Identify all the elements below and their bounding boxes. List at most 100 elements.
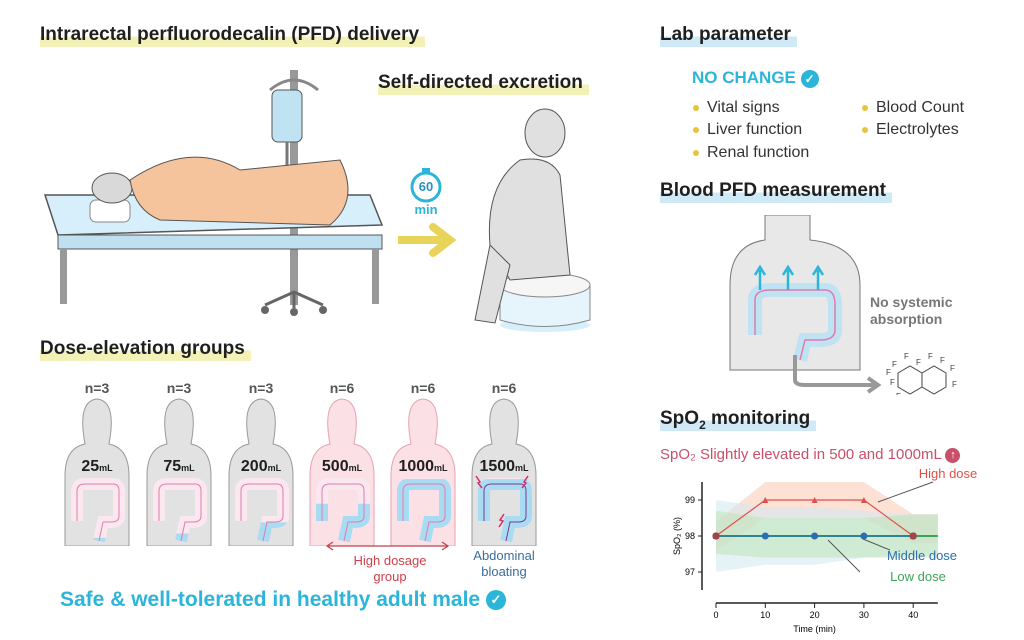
fluorine-atom: F [886, 368, 891, 377]
colon [158, 483, 202, 542]
body-silhouette [228, 398, 294, 546]
fluorine-atom: F [908, 394, 913, 395]
arrow-up-circle-icon: ↑ [945, 447, 961, 463]
leader-line [877, 481, 934, 503]
leader-line [862, 538, 891, 551]
fluorine-atom: F [940, 356, 945, 365]
dose-volume: 75mL [163, 458, 195, 475]
body-silhouette [309, 398, 375, 546]
colon [76, 483, 120, 542]
group-size: n=6 [491, 380, 517, 396]
group-size: n=6 [329, 380, 355, 396]
iv-bag [271, 89, 303, 143]
fluorine-atom: F [952, 380, 957, 389]
fluorine-atom: F [950, 364, 955, 373]
data-point [762, 497, 769, 503]
colon [402, 483, 446, 542]
group-size: n=3 [248, 380, 274, 396]
torso-colon-illustration: FFFFFFFFFFFFFF [729, 215, 957, 395]
pfd-molecule [897, 365, 947, 395]
data-point [909, 532, 917, 540]
fluorine-atom: F [890, 378, 895, 387]
data-point [712, 532, 720, 540]
data-point [811, 532, 819, 540]
y-tick-label: 99 [685, 495, 695, 505]
person-head [524, 108, 566, 158]
dose-volume: 200mL [240, 458, 282, 475]
timer-arrow [398, 168, 457, 257]
fluorine-atom: F [920, 394, 925, 395]
y-axis-label: SpO₂ (%) [672, 517, 682, 555]
lab-item: Liver function [693, 121, 802, 139]
no-change-status: NO CHANGE ✓ [692, 68, 819, 88]
timer-unit: min [414, 202, 438, 217]
dose-group: n=6 1500mL [470, 380, 538, 546]
y-tick-label: 98 [685, 531, 695, 541]
fluorine-atom: F [904, 352, 909, 361]
data-point [860, 532, 868, 540]
footer-conclusion: Safe & well-tolerated in healthy adult m… [60, 588, 506, 612]
dose-volume: 500mL [321, 458, 363, 475]
fluorine-atom: F [946, 394, 951, 395]
x-tick-label: 20 [810, 610, 820, 620]
check-circle-icon: ✓ [485, 590, 506, 611]
lab-item: Blood Count [862, 99, 964, 117]
blanket [129, 156, 349, 226]
timer-value: 60 [418, 179, 434, 194]
legend-label: Low dose [890, 569, 946, 584]
arrow-right-icon [398, 223, 457, 257]
confidence-band [716, 510, 938, 558]
body-silhouette [390, 398, 456, 546]
spo2-note: SpO₂ Slightly elevated in 500 and 1000mL… [660, 446, 961, 463]
group-size: n=3 [166, 380, 192, 396]
patient-head [91, 172, 133, 204]
colon [483, 483, 527, 542]
colon [321, 483, 365, 542]
lab-item: Vital signs [693, 99, 780, 117]
fluorine-atom: F [928, 352, 933, 361]
arrow-right-icon [793, 355, 882, 394]
spo2-title: SpO2 monitoring [660, 408, 817, 432]
fluorine-atom: F [892, 360, 897, 369]
absorption-arrows [753, 264, 825, 290]
excretion-title: Self-directed excretion [378, 72, 589, 95]
body-silhouette [146, 398, 212, 546]
dose-group: n=3 200mL [227, 380, 295, 546]
dose-volume: 25mL [81, 458, 113, 475]
lab-item: Renal function [693, 144, 809, 162]
high-dosage-bracket [325, 541, 450, 551]
lab-item: Electrolytes [862, 121, 959, 139]
colon [754, 289, 836, 361]
delivery-title: Intrarectal perfluorodecalin (PFD) deliv… [40, 24, 426, 47]
dose-group: n=6 1000mL [389, 380, 457, 546]
leader-line [827, 539, 861, 573]
legend-label: High dose [919, 466, 978, 481]
legend-label: Middle dose [887, 548, 957, 563]
fluorine-atom: F [934, 394, 939, 395]
group-size: n=6 [410, 380, 436, 396]
dose-group: n=6 500mL [308, 380, 376, 546]
blood-title: Blood PFD measurement [660, 180, 892, 203]
data-point [811, 497, 818, 503]
lab-title: Lab parameter [660, 24, 797, 47]
x-tick-label: 30 [859, 610, 869, 620]
bloating-label: Abdominal bloating [473, 548, 535, 579]
data-point [761, 532, 769, 540]
spo2-chart: 97 98 99 0 10 20 30 40 Time (min) SpO₂ (%) High do… [672, 466, 978, 634]
x-tick-label: 10 [760, 610, 770, 620]
data-point [860, 497, 867, 503]
high-dosage-label: High dosage group [353, 553, 427, 584]
check-circle-icon: ✓ [800, 69, 819, 88]
x-tick-label: 0 [713, 610, 718, 620]
body-silhouette [64, 398, 130, 546]
pain-icon [475, 475, 529, 528]
y-tick-label: 97 [685, 567, 695, 577]
dose-group: n=3 25mL [63, 380, 131, 546]
group-size: n=3 [84, 380, 110, 396]
fluorine-atom: F [896, 392, 901, 395]
colon [240, 483, 284, 542]
dose-title: Dose-elevation groups [40, 338, 251, 361]
dose-volume: 1500mL [479, 458, 529, 475]
bed-iv-illustration [43, 70, 384, 316]
dose-group: n=3 75mL [145, 380, 213, 546]
